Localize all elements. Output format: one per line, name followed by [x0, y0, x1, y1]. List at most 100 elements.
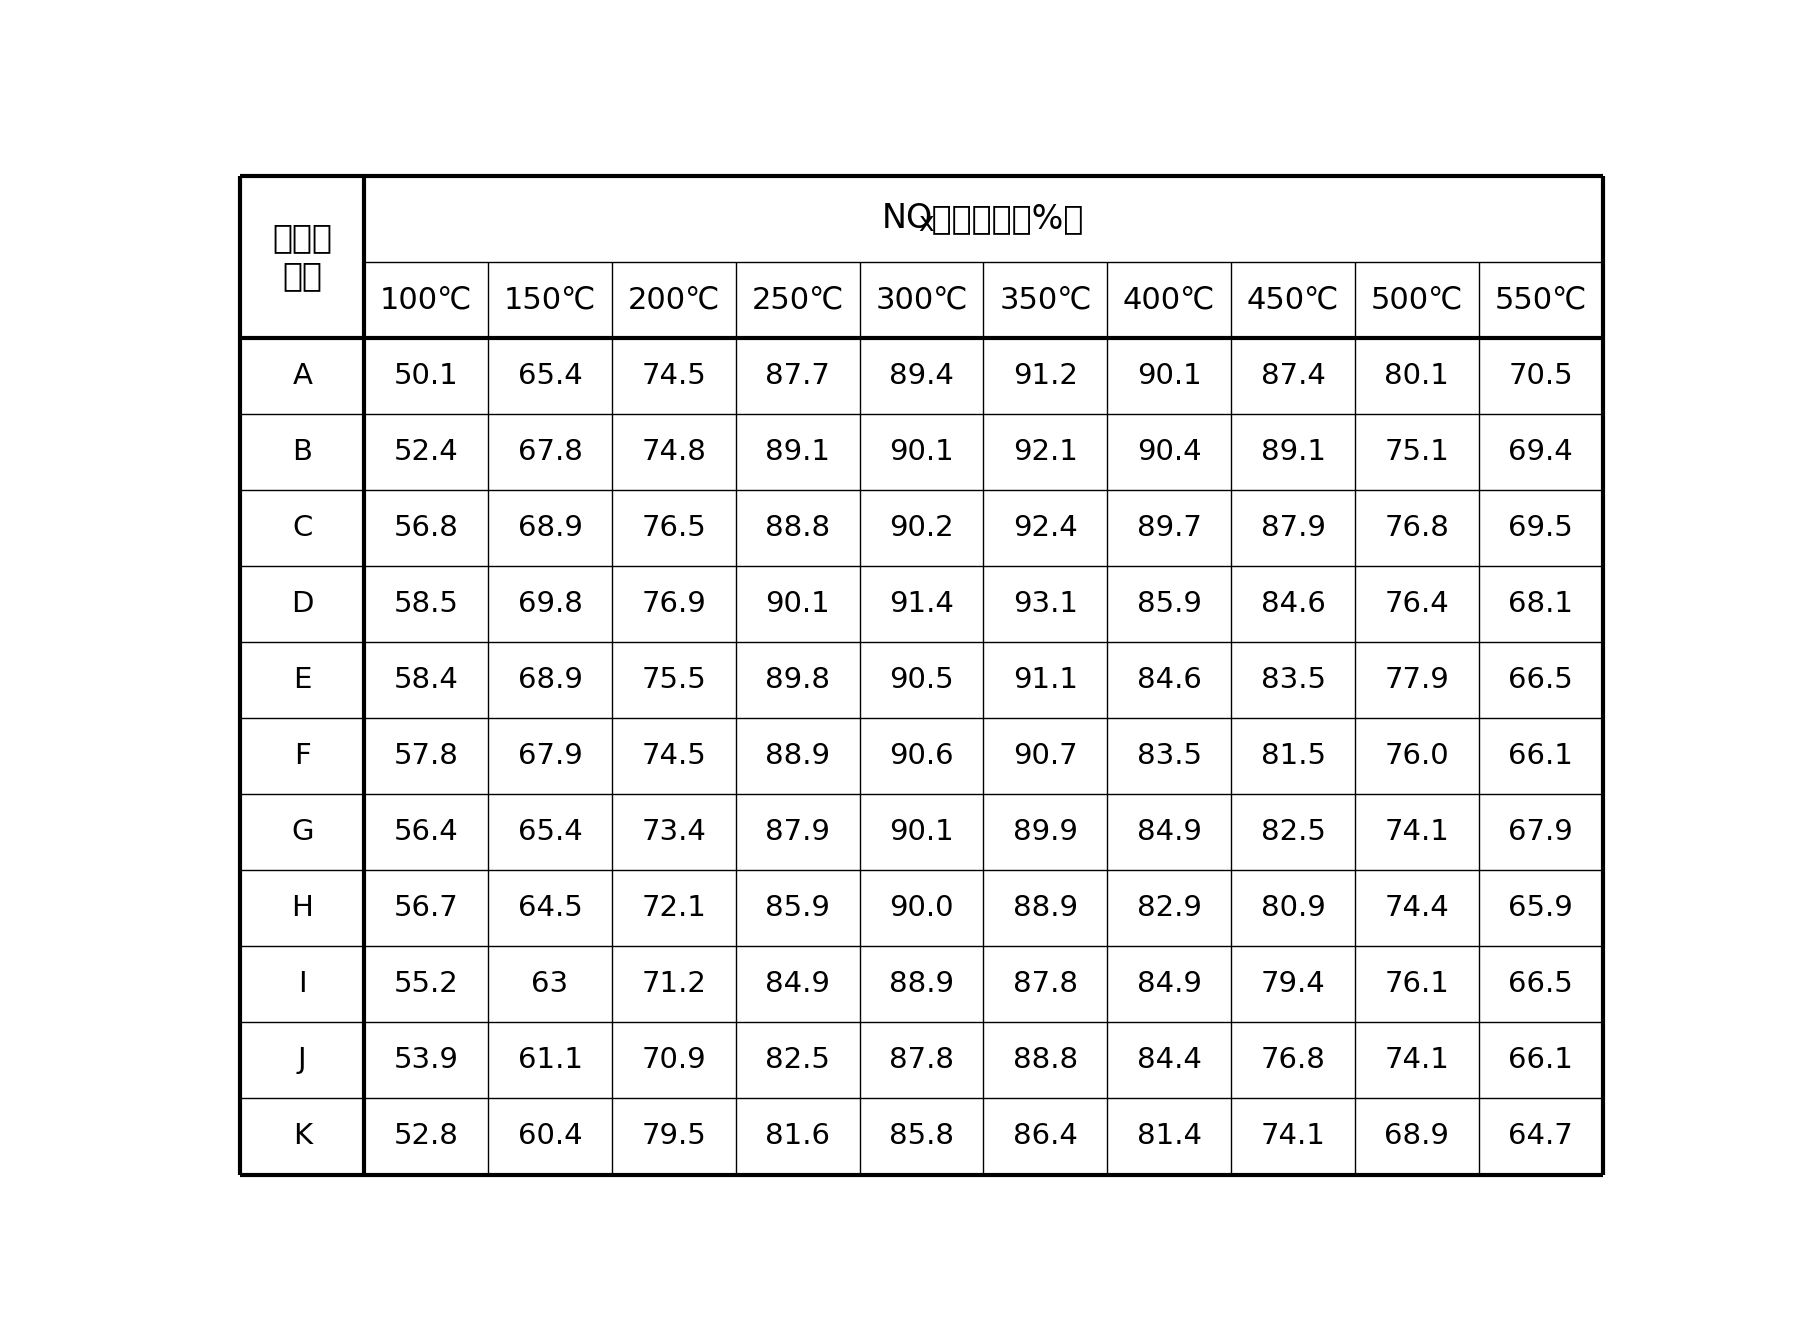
Text: 70.9: 70.9	[642, 1047, 707, 1075]
Text: 90.2: 90.2	[890, 513, 955, 541]
Text: 87.4: 87.4	[1260, 361, 1325, 389]
Text: 84.9: 84.9	[1136, 818, 1201, 846]
Text: 84.9: 84.9	[1136, 971, 1201, 999]
Text: 74.1: 74.1	[1384, 1047, 1449, 1075]
Text: 76.1: 76.1	[1384, 971, 1449, 999]
Text: 89.7: 89.7	[1136, 513, 1201, 541]
Text: 89.1: 89.1	[766, 437, 831, 465]
Text: 81.4: 81.4	[1136, 1123, 1201, 1150]
Text: 68.9: 68.9	[518, 513, 583, 541]
Text: 80.1: 80.1	[1384, 361, 1449, 389]
Text: 500℃: 500℃	[1370, 285, 1464, 314]
Text: D: D	[291, 590, 313, 618]
Text: 66.1: 66.1	[1509, 1047, 1573, 1075]
Text: 74.1: 74.1	[1260, 1123, 1325, 1150]
Text: 77.9: 77.9	[1384, 666, 1449, 694]
Text: 73.4: 73.4	[642, 818, 707, 846]
Text: 67.9: 67.9	[518, 742, 583, 770]
Text: 81.6: 81.6	[766, 1123, 831, 1150]
Text: 63: 63	[532, 971, 568, 999]
Text: 88.8: 88.8	[766, 513, 831, 541]
Text: 91.4: 91.4	[890, 590, 955, 618]
Text: 67.9: 67.9	[1509, 818, 1573, 846]
Text: 88.9: 88.9	[766, 742, 831, 770]
Text: 74.8: 74.8	[642, 437, 707, 465]
Text: 转换效率（%）: 转换效率（%）	[921, 202, 1082, 235]
Text: 100℃: 100℃	[379, 285, 473, 314]
Text: 56.4: 56.4	[394, 818, 458, 846]
Text: 84.6: 84.6	[1136, 666, 1201, 694]
Text: 90.7: 90.7	[1012, 742, 1077, 770]
Text: 56.8: 56.8	[394, 513, 458, 541]
Text: 89.4: 89.4	[890, 361, 955, 389]
Text: 69.8: 69.8	[518, 590, 583, 618]
Text: 68.9: 68.9	[1384, 1123, 1449, 1150]
Text: 400℃: 400℃	[1124, 285, 1215, 314]
Text: 75.1: 75.1	[1384, 437, 1449, 465]
Text: 69.4: 69.4	[1509, 437, 1573, 465]
Text: 74.4: 74.4	[1384, 894, 1449, 923]
Text: 68.9: 68.9	[518, 666, 583, 694]
Text: G: G	[291, 818, 313, 846]
Text: 82.5: 82.5	[766, 1047, 831, 1075]
Text: 86.4: 86.4	[1012, 1123, 1077, 1150]
Text: 57.8: 57.8	[394, 742, 458, 770]
Text: 71.2: 71.2	[642, 971, 707, 999]
Text: 50.1: 50.1	[394, 361, 458, 389]
Text: 89.8: 89.8	[766, 666, 831, 694]
Text: 76.8: 76.8	[1260, 1047, 1325, 1075]
Text: 70.5: 70.5	[1509, 361, 1573, 389]
Text: 91.2: 91.2	[1012, 361, 1077, 389]
Text: 60.4: 60.4	[518, 1123, 583, 1150]
Text: 82.9: 82.9	[1136, 894, 1201, 923]
Text: 64.7: 64.7	[1509, 1123, 1573, 1150]
Text: x: x	[919, 211, 935, 237]
Text: 85.9: 85.9	[766, 894, 831, 923]
Text: 81.5: 81.5	[1260, 742, 1325, 770]
Text: 65.9: 65.9	[1509, 894, 1573, 923]
Text: 85.9: 85.9	[1136, 590, 1201, 618]
Text: 90.1: 90.1	[766, 590, 831, 618]
Text: 76.9: 76.9	[642, 590, 707, 618]
Text: 65.4: 65.4	[518, 361, 583, 389]
Text: 87.8: 87.8	[888, 1047, 955, 1075]
Text: 79.4: 79.4	[1260, 971, 1325, 999]
Text: 80.9: 80.9	[1260, 894, 1325, 923]
Text: 90.4: 90.4	[1136, 437, 1201, 465]
Text: 66.1: 66.1	[1509, 742, 1573, 770]
Text: 90.1: 90.1	[1136, 361, 1201, 389]
Text: 90.0: 90.0	[890, 894, 953, 923]
Text: 64.5: 64.5	[518, 894, 583, 923]
Text: E: E	[293, 666, 311, 694]
Text: 88.9: 88.9	[888, 971, 955, 999]
Text: 87.9: 87.9	[766, 818, 831, 846]
Text: B: B	[293, 437, 313, 465]
Text: 69.5: 69.5	[1509, 513, 1573, 541]
Text: 66.5: 66.5	[1509, 666, 1573, 694]
Text: 61.1: 61.1	[518, 1047, 583, 1075]
Text: 56.7: 56.7	[394, 894, 458, 923]
Text: 68.1: 68.1	[1509, 590, 1573, 618]
Text: K: K	[293, 1123, 311, 1150]
Text: 74.5: 74.5	[642, 742, 707, 770]
Text: 90.5: 90.5	[890, 666, 955, 694]
Text: 150℃: 150℃	[503, 285, 597, 314]
Text: 76.0: 76.0	[1384, 742, 1449, 770]
Text: 58.4: 58.4	[394, 666, 458, 694]
Text: 87.8: 87.8	[1012, 971, 1077, 999]
Text: 93.1: 93.1	[1012, 590, 1077, 618]
Text: 58.5: 58.5	[394, 590, 458, 618]
Text: 450℃: 450℃	[1246, 285, 1340, 314]
Text: NO: NO	[883, 202, 933, 235]
Text: 79.5: 79.5	[642, 1123, 707, 1150]
Text: 74.1: 74.1	[1384, 818, 1449, 846]
Text: 84.6: 84.6	[1260, 590, 1325, 618]
Text: F: F	[293, 742, 311, 770]
Text: 550℃: 550℃	[1494, 285, 1588, 314]
Text: 83.5: 83.5	[1260, 666, 1325, 694]
Text: 87.7: 87.7	[766, 361, 831, 389]
Text: 52.8: 52.8	[394, 1123, 458, 1150]
Text: 85.8: 85.8	[888, 1123, 955, 1150]
Text: 88.8: 88.8	[1012, 1047, 1079, 1075]
Text: 200℃: 200℃	[628, 285, 719, 314]
